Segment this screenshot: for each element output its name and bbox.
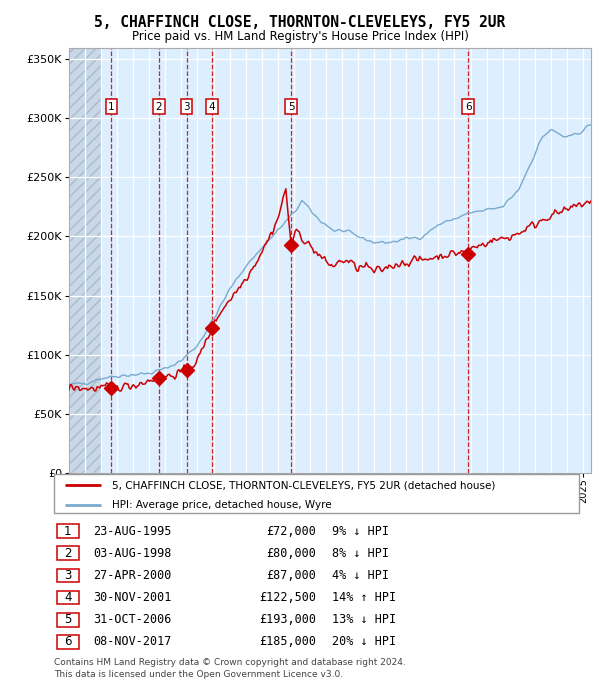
- Text: 1: 1: [108, 101, 115, 112]
- Text: 4: 4: [209, 101, 215, 112]
- Text: 4: 4: [64, 591, 71, 604]
- Text: 5, CHAFFINCH CLOSE, THORNTON-CLEVELEYS, FY5 2UR (detached house): 5, CHAFFINCH CLOSE, THORNTON-CLEVELEYS, …: [112, 480, 495, 490]
- FancyBboxPatch shape: [56, 613, 79, 626]
- Text: This data is licensed under the Open Government Licence v3.0.: This data is licensed under the Open Gov…: [54, 670, 343, 679]
- Text: Price paid vs. HM Land Registry's House Price Index (HPI): Price paid vs. HM Land Registry's House …: [131, 30, 469, 43]
- Text: 30-NOV-2001: 30-NOV-2001: [94, 591, 172, 604]
- Text: 31-OCT-2006: 31-OCT-2006: [94, 613, 172, 626]
- Text: 2: 2: [155, 101, 162, 112]
- Text: HPI: Average price, detached house, Wyre: HPI: Average price, detached house, Wyre: [112, 500, 331, 510]
- Text: 23-AUG-1995: 23-AUG-1995: [94, 525, 172, 538]
- Text: £80,000: £80,000: [266, 547, 317, 560]
- Text: £87,000: £87,000: [266, 569, 317, 582]
- Text: 2: 2: [64, 547, 71, 560]
- Bar: [69, 48, 101, 473]
- Text: 8% ↓ HPI: 8% ↓ HPI: [332, 547, 389, 560]
- FancyBboxPatch shape: [56, 524, 79, 538]
- FancyBboxPatch shape: [56, 547, 79, 560]
- Text: £193,000: £193,000: [260, 613, 317, 626]
- Text: 3: 3: [64, 569, 71, 582]
- Text: 5: 5: [288, 101, 295, 112]
- Text: 5, CHAFFINCH CLOSE, THORNTON-CLEVELEYS, FY5 2UR: 5, CHAFFINCH CLOSE, THORNTON-CLEVELEYS, …: [94, 15, 506, 30]
- Text: 3: 3: [183, 101, 190, 112]
- Text: Contains HM Land Registry data © Crown copyright and database right 2024.: Contains HM Land Registry data © Crown c…: [54, 658, 406, 667]
- Text: £72,000: £72,000: [266, 525, 317, 538]
- FancyBboxPatch shape: [56, 591, 79, 605]
- FancyBboxPatch shape: [56, 635, 79, 649]
- FancyBboxPatch shape: [56, 568, 79, 582]
- Text: 14% ↑ HPI: 14% ↑ HPI: [332, 591, 397, 604]
- Text: £185,000: £185,000: [260, 635, 317, 648]
- Text: 1: 1: [64, 525, 71, 538]
- Text: 6: 6: [465, 101, 472, 112]
- Text: 5: 5: [64, 613, 71, 626]
- Text: 4% ↓ HPI: 4% ↓ HPI: [332, 569, 389, 582]
- Text: £122,500: £122,500: [260, 591, 317, 604]
- Text: 9% ↓ HPI: 9% ↓ HPI: [332, 525, 389, 538]
- Text: 20% ↓ HPI: 20% ↓ HPI: [332, 635, 397, 648]
- FancyBboxPatch shape: [54, 474, 579, 513]
- Text: 08-NOV-2017: 08-NOV-2017: [94, 635, 172, 648]
- Text: 6: 6: [64, 635, 71, 648]
- Text: 27-APR-2000: 27-APR-2000: [94, 569, 172, 582]
- Text: 13% ↓ HPI: 13% ↓ HPI: [332, 613, 397, 626]
- Text: 03-AUG-1998: 03-AUG-1998: [94, 547, 172, 560]
